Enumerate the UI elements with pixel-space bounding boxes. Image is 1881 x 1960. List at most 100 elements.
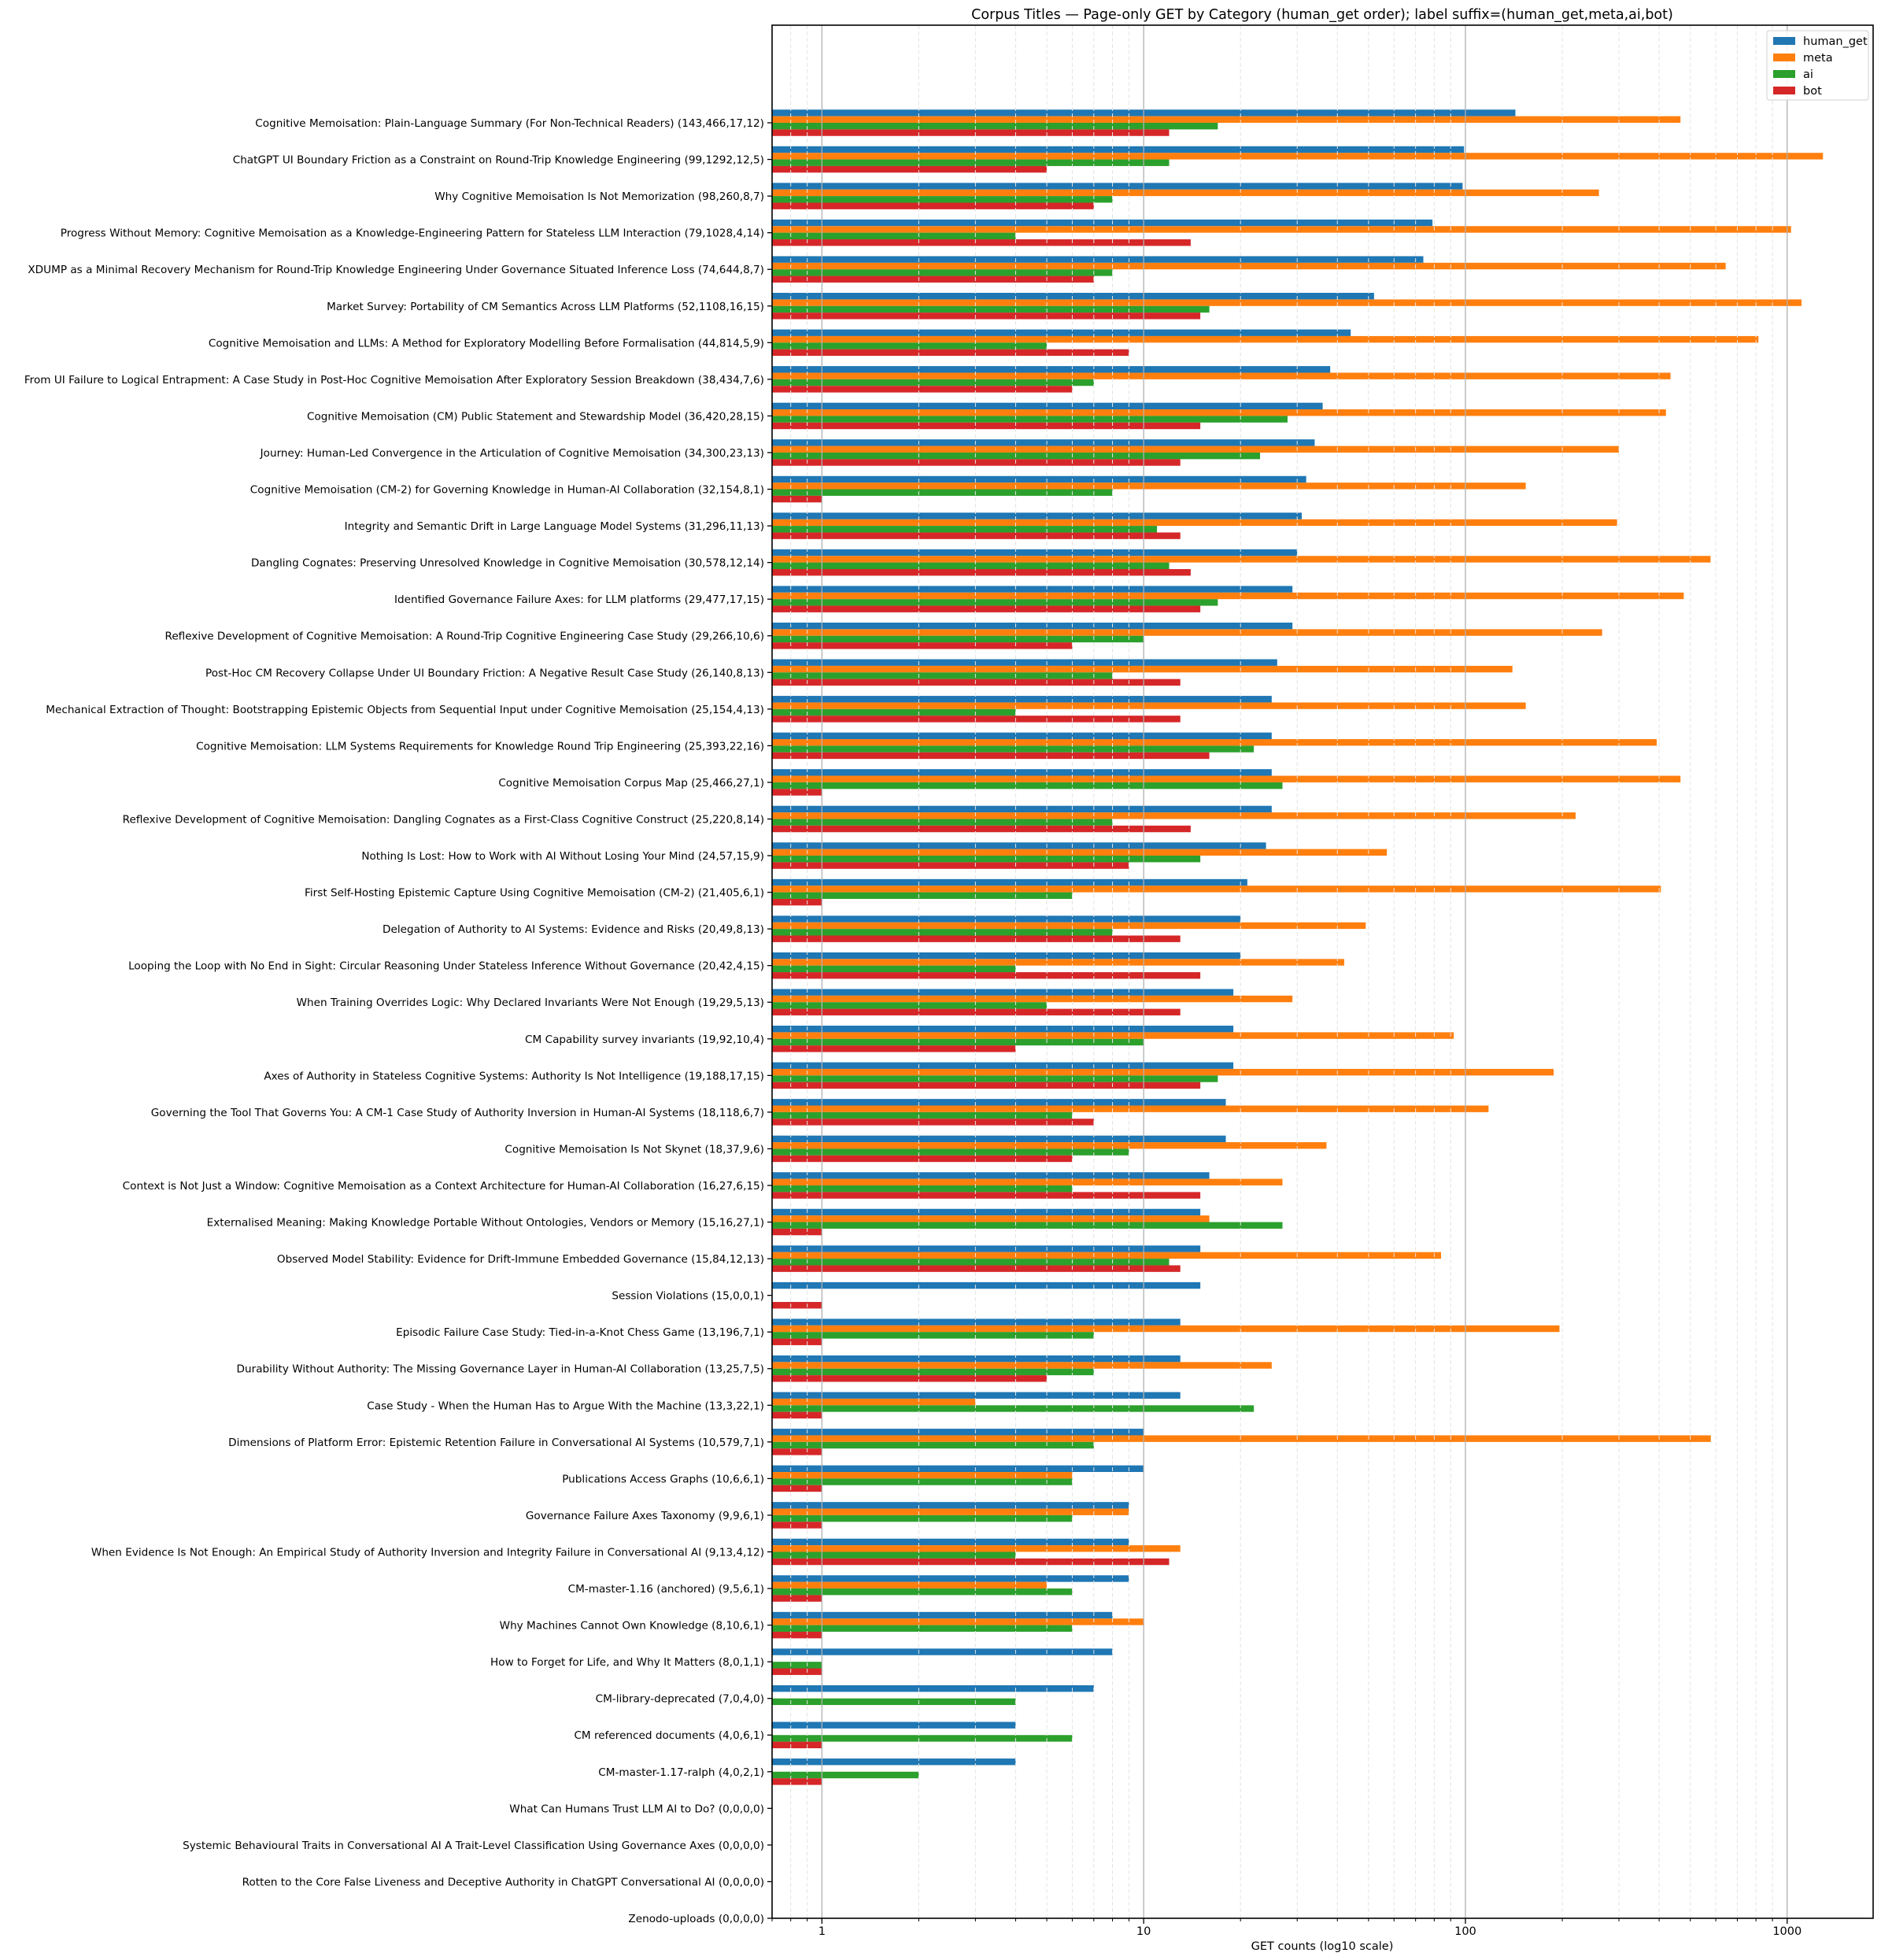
y-tick-label: Market Survey: Portability of CM Semanti… [327,301,764,313]
y-tick-label: XDUMP as a Minimal Recovery Mechanism fo… [28,264,764,276]
bar-bot [772,532,1181,539]
bar-human_get [772,1648,1113,1655]
bar-meta [772,1362,1272,1369]
y-tick-label: Identified Governance Failure Axes: for … [394,594,764,606]
bar-human_get [772,1355,1181,1363]
x-tick-label: 100 [1454,1925,1476,1938]
y-tick-label: Cognitive Memoisation Corpus Map (25,466… [498,777,764,790]
bar-human_get [772,1208,1201,1216]
bar-ai [772,1441,1094,1449]
bar-bot [772,495,822,503]
bar-meta [772,116,1681,123]
y-tick-label: Progress Without Memory: Cognitive Memoi… [61,227,764,240]
bar-meta [772,446,1620,453]
bar-human_get [772,805,1272,813]
bar-ai [772,1662,822,1669]
bar-ai [772,1185,1073,1193]
bar-human_get [772,549,1298,557]
y-tick-label: Publications Access Graphs (10,6,6,1) [562,1473,764,1485]
bar-human_get [772,659,1277,666]
bar-bot [772,1228,822,1236]
bar-bot [772,1082,1201,1089]
y-tick-label: Mechanical Extraction of Thought: Bootst… [46,704,764,716]
bar-human_get [772,366,1331,373]
bar-bot [772,1631,822,1639]
bar-human_get [772,1465,1144,1473]
legend-swatch-human_get [1773,37,1795,45]
y-tick-label: Nothing Is Lost: How to Work with AI Wit… [361,850,764,863]
bar-bot [772,935,1181,942]
y-tick-label: Durability Without Authority: The Missin… [237,1363,764,1376]
bar-bot [772,312,1201,320]
y-tick-label: Cognitive Memoisation (CM) Public Statem… [307,410,764,423]
bar-bot [772,568,1191,576]
bar-meta [772,1178,1283,1185]
y-axis-ticks: Cognitive Memoisation: Plain-Language Su… [24,117,772,1925]
bar-bot [772,239,1191,246]
bar-meta [772,1252,1441,1259]
bar-meta [772,1618,1144,1625]
bar-bot [772,1522,822,1529]
bar-ai [772,123,1218,130]
bar-human_get [772,1318,1181,1326]
bar-human_get [772,402,1323,410]
bar-human_get [772,1575,1129,1582]
bar-meta [772,483,1526,490]
bar-bot [772,129,1170,136]
legend-label-meta: meta [1803,52,1833,65]
y-tick-label: CM-master-1.16 (anchored) (9,5,6,1) [568,1583,764,1596]
bar-ai [772,1405,1255,1412]
y-tick-label: CM-master-1.17-ralph (4,0,2,1) [598,1766,764,1779]
y-tick-label: Systemic Behavioural Traits in Conversat… [183,1840,764,1852]
y-tick-label: Governance Failure Axes Taxonomy (9,9,6,… [526,1510,764,1522]
legend-label-ai: ai [1803,68,1813,81]
bar-ai [772,305,1210,313]
bar-ai [772,379,1094,386]
bar-ai [772,1551,1016,1559]
bar-human_get [772,989,1234,996]
y-tick-label: First Self-Hosting Epistemic Capture Usi… [305,887,764,900]
y-tick-label: Post-Hoc CM Recovery Collapse Under UI B… [205,667,764,679]
bar-meta [772,1545,1181,1552]
bar-bot [772,1668,822,1675]
bar-ai [772,1514,1073,1522]
bar-human_get [772,1502,1129,1509]
bar-bot [772,1302,822,1309]
y-tick-label: Context is Not Just a Window: Cognitive … [123,1180,764,1193]
bar-ai [772,1111,1073,1119]
bar-human_get [772,1062,1234,1069]
y-tick-label: Dangling Cognates: Preserving Unresolved… [251,557,764,570]
bar-ai [772,489,1113,496]
bar-meta [772,922,1366,930]
bar-ai [772,782,1283,790]
bar-ai [772,232,1016,240]
bar-ai [772,745,1255,753]
y-tick-label: From UI Failure to Logical Entrapment: A… [24,374,764,386]
legend-box [1766,30,1869,101]
bar-ai [772,1698,1016,1706]
bar-meta [772,299,1802,306]
legend-swatch-ai [1773,70,1795,78]
y-tick-label: Cognitive Memoisation (CM-2) for Governi… [250,484,764,497]
bar-bot [772,679,1181,686]
bar-ai [772,1222,1283,1229]
bar-meta [772,1032,1454,1039]
bar-human_get [772,1026,1234,1033]
bar-bot [772,386,1073,393]
bar-ai [772,929,1113,936]
legend-label-bot: bot [1803,85,1822,98]
bar-bot [772,1119,1094,1126]
bar-human_get [772,1392,1181,1399]
plot-frame [771,24,1874,1919]
bar-bot [772,972,1201,979]
bar-human_get [772,146,1465,153]
bar-human_get [772,293,1374,300]
bar-bot [772,898,822,906]
grid-lines-overlay [771,25,1788,1918]
y-tick-label: Externalised Meaning: Making Knowledge P… [207,1217,764,1230]
bar-bot [772,789,822,796]
bar-human_get [772,952,1241,960]
bar-bot [772,1558,1170,1566]
bar-meta [772,959,1344,966]
